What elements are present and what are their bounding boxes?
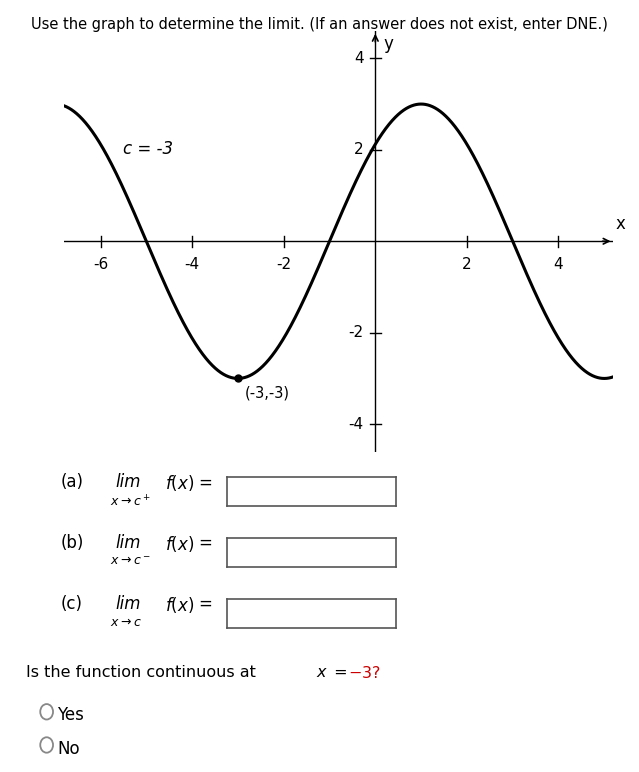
Text: 2: 2 [462, 257, 472, 273]
Text: (a): (a) [61, 473, 84, 491]
Text: $f(x)$: $f(x)$ [165, 534, 194, 554]
Text: $f(x)$: $f(x)$ [165, 473, 194, 493]
Text: $x{\rightarrow}c^+$: $x{\rightarrow}c^+$ [110, 494, 151, 510]
Text: =: = [329, 665, 353, 680]
Text: (c): (c) [61, 595, 82, 613]
Text: 2: 2 [354, 142, 364, 157]
Text: (b): (b) [61, 534, 84, 552]
Text: -4: -4 [185, 257, 200, 273]
Text: c = -3: c = -3 [123, 141, 174, 158]
Text: Use the graph to determine the limit. (If an answer does not exist, enter DNE.): Use the graph to determine the limit. (I… [31, 17, 608, 32]
Text: -4: -4 [349, 417, 364, 432]
Text: lim: lim [115, 534, 141, 552]
Text: lim: lim [115, 595, 141, 613]
Text: $-3?$: $-3?$ [348, 665, 381, 682]
Text: Yes: Yes [58, 706, 84, 724]
Text: 4: 4 [553, 257, 564, 273]
Text: 4: 4 [354, 51, 364, 66]
Text: =: = [198, 534, 212, 552]
Text: -2: -2 [276, 257, 291, 273]
Text: =: = [198, 473, 212, 491]
Text: =: = [198, 595, 212, 613]
Text: y: y [383, 36, 394, 53]
Text: -6: -6 [93, 257, 108, 273]
Text: lim: lim [115, 473, 141, 491]
Text: $f(x)$: $f(x)$ [165, 595, 194, 615]
Text: (-3,-3): (-3,-3) [245, 386, 290, 401]
Text: -2: -2 [349, 325, 364, 340]
Text: Is the function continuous at: Is the function continuous at [26, 665, 266, 680]
Text: No: No [58, 740, 80, 757]
Text: $x$: $x$ [316, 665, 328, 680]
Text: $x{\rightarrow}c$: $x{\rightarrow}c$ [110, 616, 142, 629]
Text: x: x [616, 215, 626, 233]
Text: $x{\rightarrow}c^-$: $x{\rightarrow}c^-$ [110, 555, 151, 568]
